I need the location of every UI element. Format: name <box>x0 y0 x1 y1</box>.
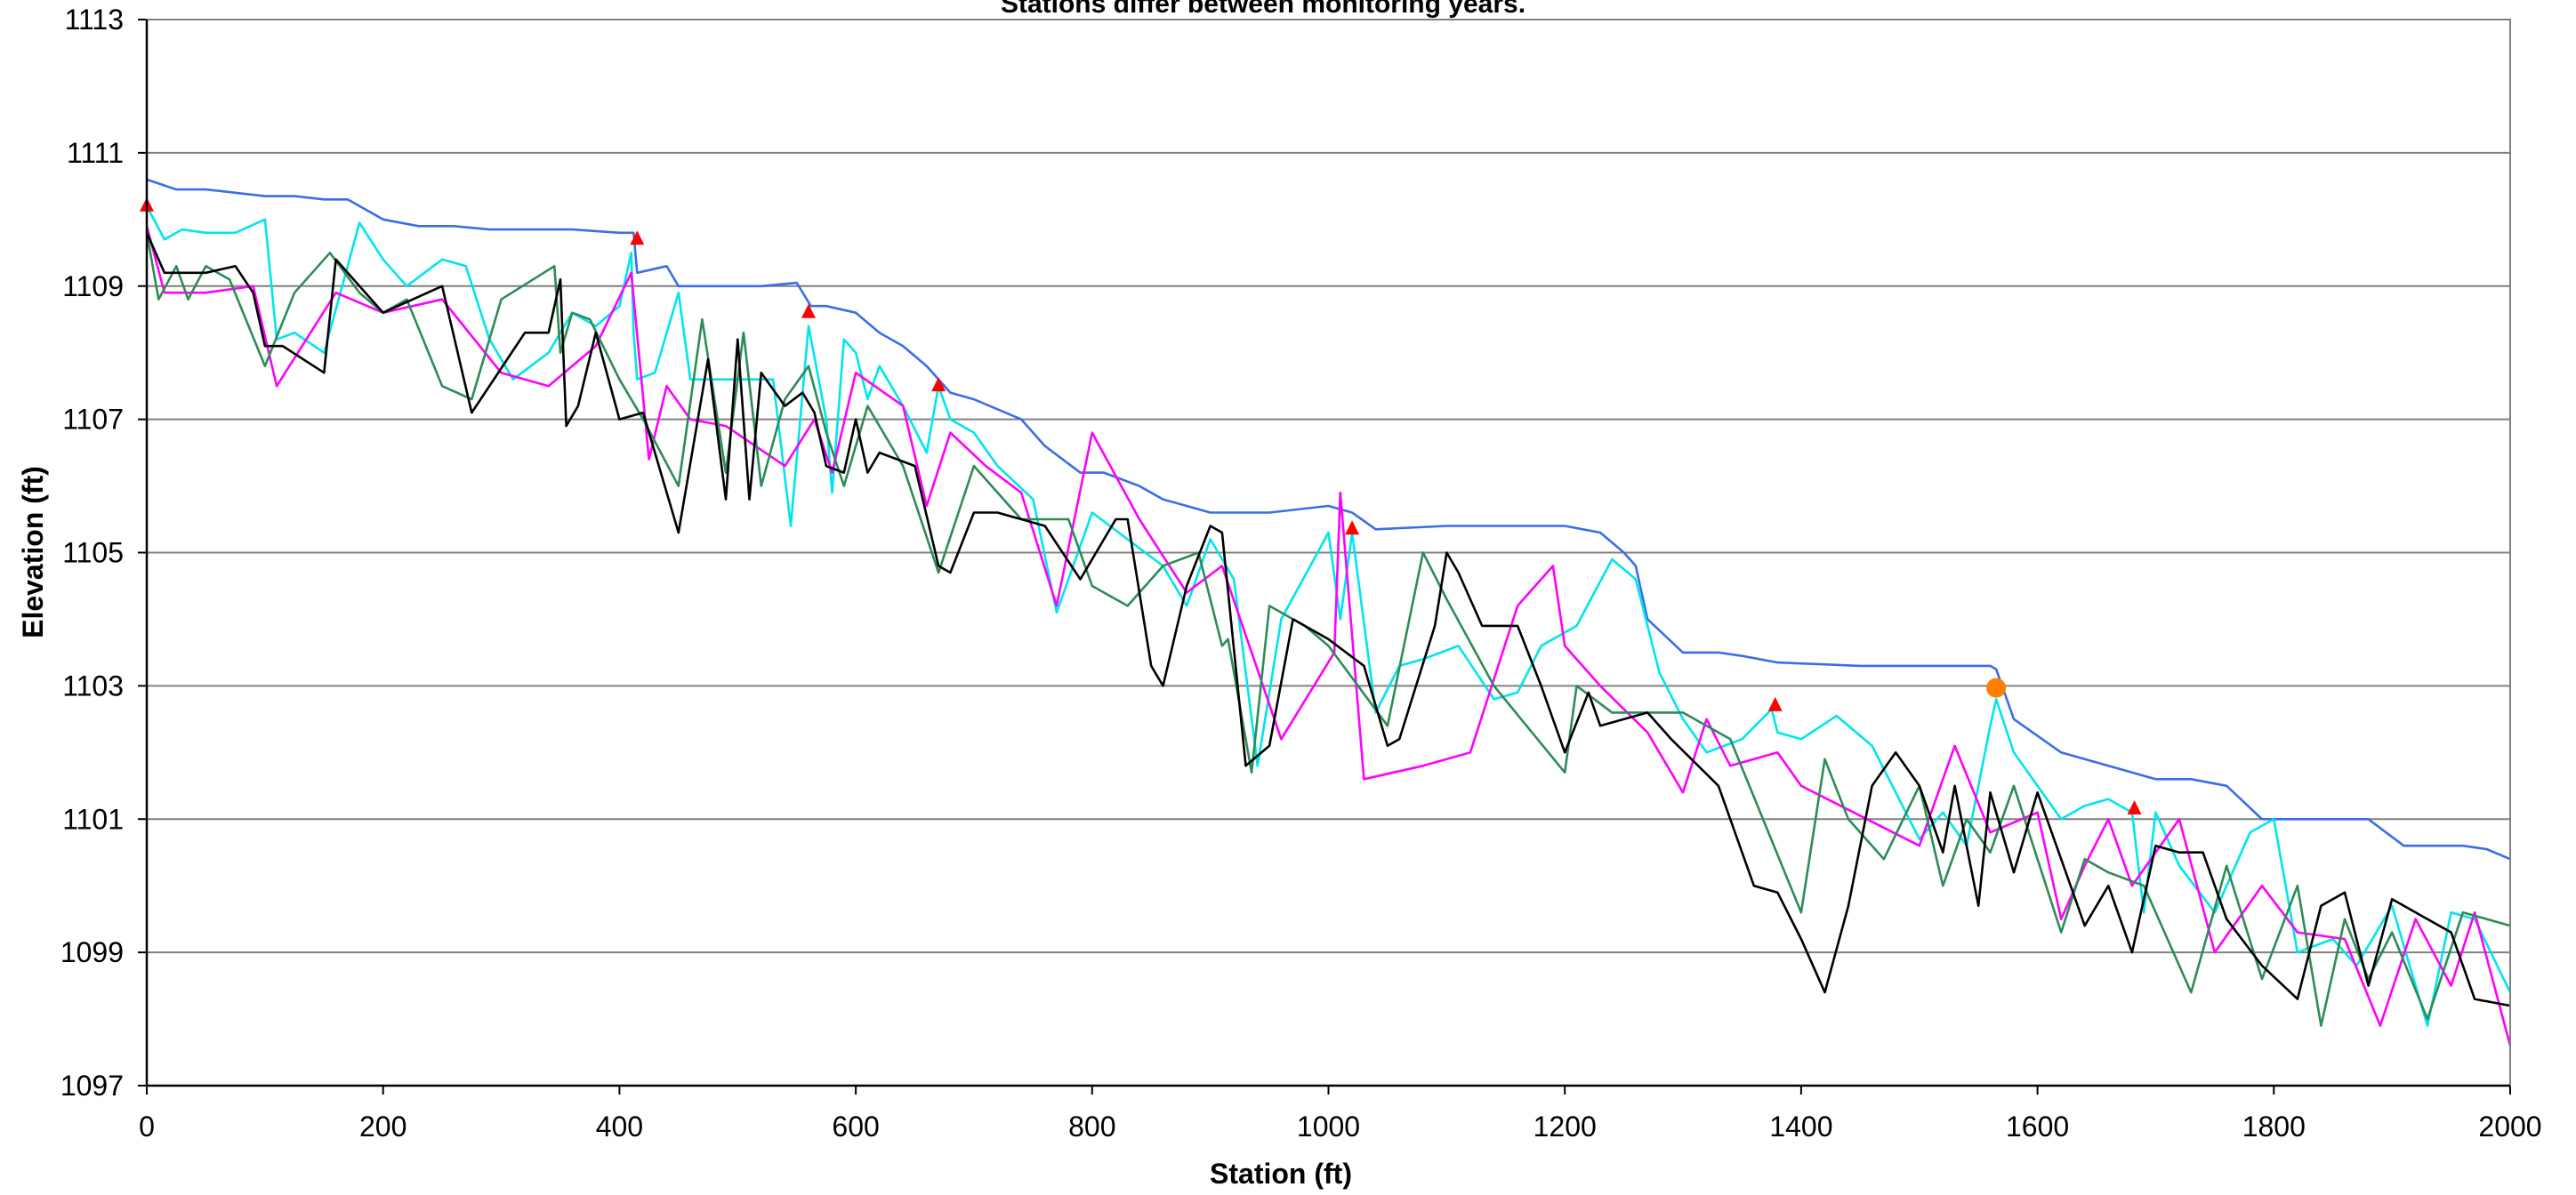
triangle-marker <box>931 377 946 392</box>
chart-title: Stations differ between monitoring years… <box>1001 0 1525 19</box>
y-tick-label: 1097 <box>60 1070 124 1102</box>
x-tick-label: 1400 <box>1769 1111 1832 1143</box>
y-tick-label: 1109 <box>62 270 124 302</box>
point-markers <box>140 196 2142 815</box>
triangle-marker <box>630 230 645 245</box>
x-tick-label: 1800 <box>2242 1111 2306 1143</box>
triangle-marker <box>1345 520 1360 535</box>
y-axis-title: Elevation (ft) <box>17 466 49 638</box>
x-tick-label: 1600 <box>2006 1111 2069 1143</box>
y-tick-label: 1099 <box>60 936 124 968</box>
series-lines <box>145 178 2512 1047</box>
series-line-magenta <box>145 225 2512 1047</box>
x-tick-label: 1000 <box>1297 1111 1360 1143</box>
x-tick-label: 400 <box>596 1111 643 1143</box>
series-line-blue <box>146 178 2511 861</box>
series-line-cyan <box>145 205 2512 1027</box>
axes <box>138 19 2511 1095</box>
y-tick-label: 1107 <box>62 404 124 436</box>
y-tick-label: 1103 <box>62 670 124 702</box>
gridlines <box>147 19 2510 1087</box>
y-tick-label: 1101 <box>62 803 124 835</box>
x-tick-label: 600 <box>832 1111 879 1143</box>
series-line-black <box>145 232 2511 1007</box>
y-tick-label: 1111 <box>67 137 124 169</box>
circle-marker <box>1986 678 2007 698</box>
x-tick-label: 2000 <box>2478 1111 2541 1143</box>
x-tick-label: 800 <box>1068 1111 1115 1143</box>
y-tick-label: 1105 <box>62 537 124 569</box>
x-tick-label: 0 <box>139 1111 155 1143</box>
x-tick-label: 200 <box>359 1111 407 1143</box>
x-tick-label: 1200 <box>1534 1111 1597 1143</box>
tick-labels: 1097 1099 1101 1103 1105 1107 1109 1111 1113 0 200… <box>60 4 2542 1143</box>
triangle-marker <box>2127 800 2142 815</box>
triangle-marker <box>1767 696 1783 711</box>
triangle-marker <box>801 303 816 318</box>
y-tick-label: 1113 <box>65 4 124 36</box>
series-line-green <box>145 232 2511 1027</box>
x-axis-title: Station (ft) <box>1210 1158 1352 1190</box>
